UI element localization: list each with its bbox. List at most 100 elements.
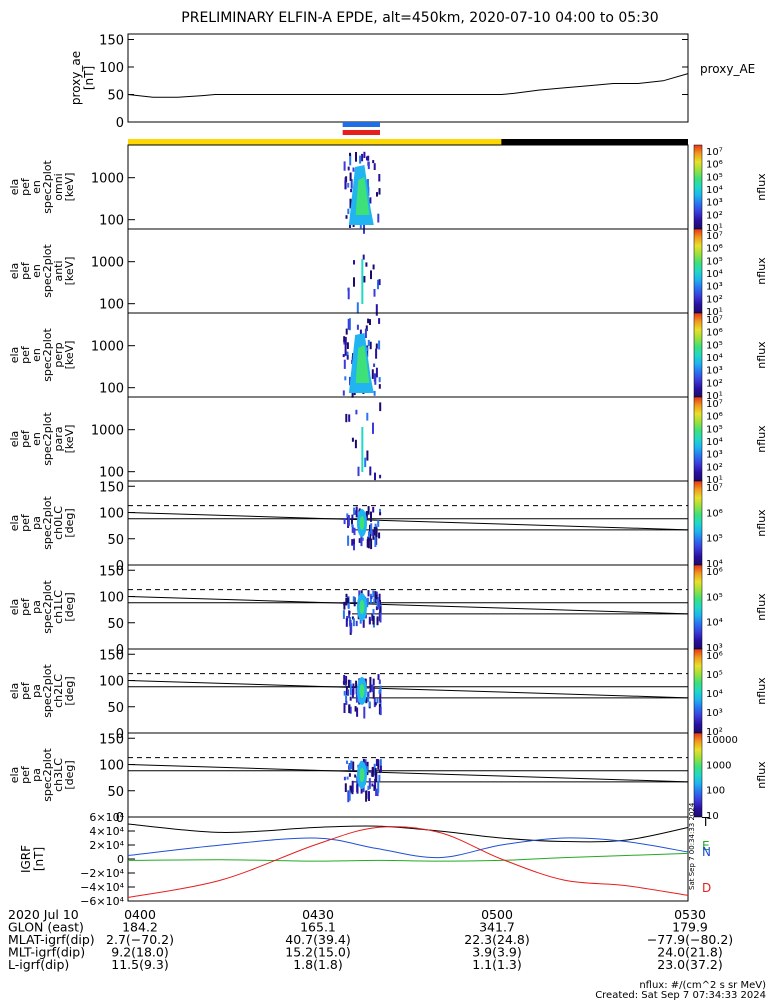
colorbar-tick-label: 10² [706, 210, 723, 221]
spectrogram-cell [373, 363, 376, 367]
spectrogram-cell [360, 785, 363, 794]
spectrogram-cell [374, 537, 377, 547]
spectrogram-cell [373, 390, 376, 396]
spectrogram-cell [379, 606, 382, 617]
spectrogram-cell [356, 302, 359, 314]
colorbar-tick-label: 10⁴ [706, 437, 723, 448]
flux-peak [359, 684, 365, 698]
spectrogram-cell [344, 376, 347, 381]
spectrogram-cell [352, 596, 355, 602]
panel-ylabel-4: elapefenspec2plotpara[keV] [8, 412, 76, 466]
pa-ytick-label: 0 [116, 559, 124, 574]
panel-ylabel-line: en [30, 180, 43, 194]
flux-trace [361, 427, 364, 472]
orbit-footer: 2020 Jul 10 0400 0430 0500 0530 GLON (east) 18… [8, 907, 766, 1000]
spectrogram-cell [369, 197, 372, 204]
colorbar-tick-label: 10³ [706, 198, 723, 209]
proxy-ae-ylabel-line: proxy_ae [69, 51, 83, 105]
spectrogram-cell [375, 304, 378, 316]
spectrogram-cell [350, 622, 353, 633]
proxy-ae-frame [127, 33, 689, 123]
spectrogram-cell [359, 538, 362, 543]
spectrogram-cell [367, 691, 370, 697]
proxy-ae-legend: proxy_AE [700, 62, 755, 76]
footer-cell: 184.2 [122, 920, 158, 935]
panel-ylabel-line: ela [8, 179, 21, 196]
spectrogram-cell [364, 328, 367, 338]
spectrogram-cell [347, 535, 350, 546]
spectrogram-cell [368, 791, 370, 801]
panel-ylabel-8: elapefpaspec2plotch3LC[deg] [8, 748, 76, 802]
panel-ylabel-line: spec2plot [41, 496, 54, 550]
footer-cell: 40.7(39.4) [285, 932, 350, 947]
spectrogram-cell [349, 152, 351, 156]
igrf-ytick-label: −2×10⁴ [80, 867, 124, 880]
panel-ylabel-line: en [30, 264, 43, 278]
spectrogram-cell [372, 264, 375, 270]
spectrogram-cell [361, 537, 364, 541]
spectrogram-cell [378, 384, 381, 389]
spectrogram-cell [348, 773, 351, 777]
igrf-ytick-label: 0 [117, 853, 124, 866]
spectrogram-cell [345, 597, 348, 606]
igrf-series-E [127, 852, 689, 862]
spectrogram-cell [374, 702, 377, 706]
spectrogram-cell [351, 525, 354, 533]
status-bar-black [501, 139, 688, 145]
panel-ylabel-line: ela [8, 599, 21, 616]
igrf-legend-N: N [702, 845, 711, 859]
spectrogram-cell [366, 450, 369, 461]
panel-ylabel-line: anti [52, 260, 65, 281]
colorbar-tick-label: 10¹ [706, 307, 723, 318]
spectrogram-cell [379, 696, 382, 703]
spectrogram-cell [359, 155, 362, 164]
panel-ylabel-line: ch0LC [52, 506, 65, 540]
panel-frame-6 [127, 564, 689, 650]
spectrogram-cell [366, 766, 369, 773]
flux-peak [355, 345, 370, 383]
spectrogram-cell [344, 783, 347, 792]
spectrogram-cell [358, 538, 361, 543]
panel-ylabel-line: ch1LC [52, 590, 65, 624]
spectrogram-cell [373, 373, 376, 382]
colorbar-tick-label: 10⁵ [706, 340, 723, 351]
spectrogram-cell [379, 402, 382, 412]
spectrogram-cell [374, 591, 377, 603]
pa-ytick-label: 100 [99, 591, 124, 606]
panel-ylabel-line: [deg] [63, 676, 76, 705]
colorbar-tick-label: 10² [706, 378, 723, 389]
spectrogram-cell [353, 527, 356, 536]
spectrogram-cell [374, 778, 377, 790]
spectrogram-cell [378, 340, 381, 350]
panel-ylabel-line: pa [30, 768, 43, 782]
colorbar-tick-label: 10⁶ [706, 328, 723, 339]
created-stamp: Created: Sat Sep 7 07:34:33 2024 [595, 990, 766, 1000]
spectrogram-cell [367, 161, 370, 166]
pa-ytick-label: 150 [99, 732, 124, 747]
panel-ylabel-line: ela [8, 683, 21, 700]
spectrogram-cell [376, 698, 379, 704]
spectrogram-cell [378, 188, 381, 195]
colorbar-tick-label: 10⁷ [706, 147, 723, 158]
spectrogram-cell [378, 593, 381, 605]
spectrogram-cell [345, 686, 348, 696]
spectrogram-cell [374, 472, 376, 481]
panel-ylabel-line: pef [19, 429, 32, 448]
colorbar-tick-label: 10⁵ [706, 670, 723, 681]
spectrogram-cell [350, 760, 353, 770]
spectrogram-cell [356, 776, 359, 788]
spectrogram-cell [346, 760, 348, 764]
spectrogram-cell [367, 318, 370, 324]
panel-ylabel-line: ela [8, 431, 21, 448]
panel-ylabel-line: ch3LC [52, 758, 65, 792]
footer-cell: 0430 [302, 907, 334, 922]
spectrogram-cell [353, 277, 355, 287]
spectrogram-cell [363, 151, 366, 158]
panel-ylabel-line: pef [19, 765, 32, 784]
colorbar-tick-label: 10³ [706, 450, 723, 461]
spectrogram-cell [347, 516, 350, 526]
spectrogram-cell [372, 678, 375, 686]
spectrogram-cell [351, 437, 354, 442]
panel-ylabel-line: para [52, 427, 65, 452]
spectrogram-cell [369, 529, 372, 541]
